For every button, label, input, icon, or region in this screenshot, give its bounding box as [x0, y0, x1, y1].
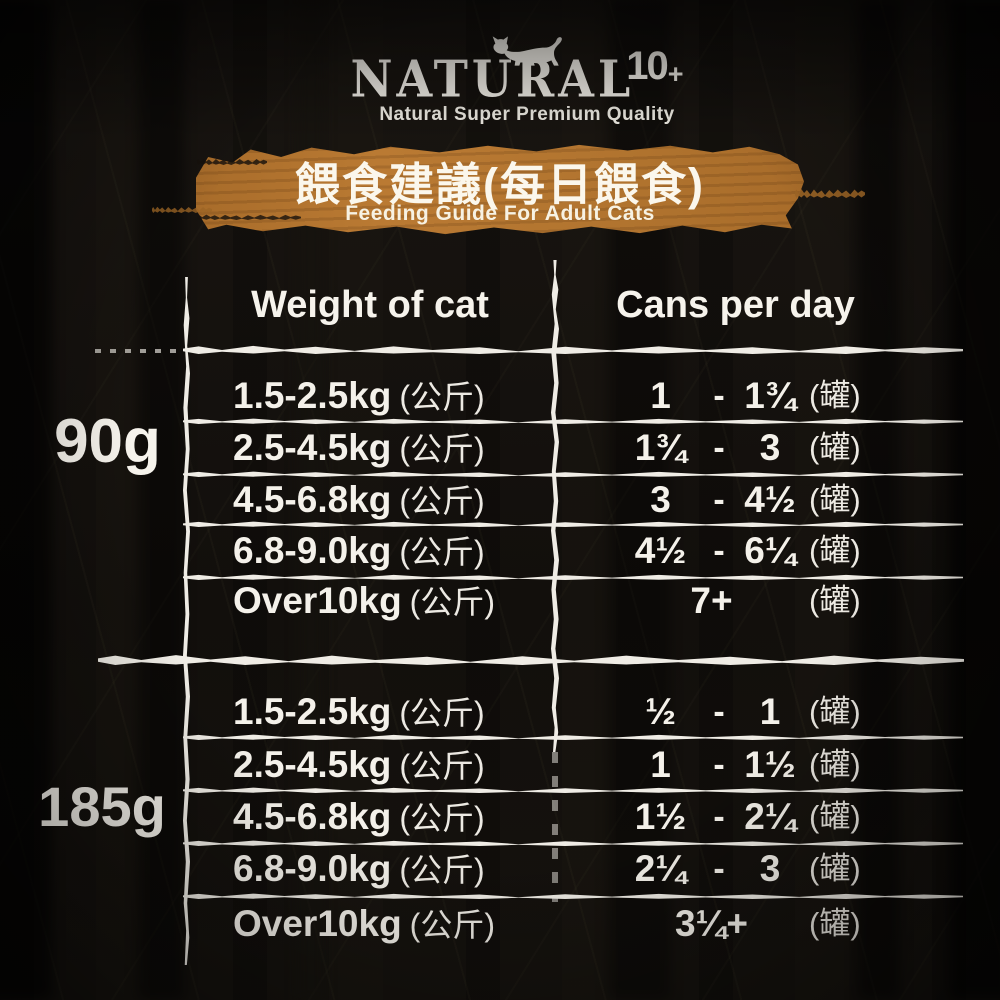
cans-cell: 3¼+ (罐): [674, 903, 861, 944]
table-grid-line-dots: [95, 349, 183, 353]
cans-cell: 3-4½ (罐): [650, 479, 861, 520]
column-header-weight: Weight of cat: [251, 284, 489, 326]
table-row: 4.5-6.8kg (公斤) 3-4½ (罐): [0, 476, 1000, 524]
plus-icon: +: [667, 59, 684, 89]
brand-number: 10: [626, 44, 668, 88]
brand-tagline: Natural Super Premium Quality: [379, 104, 675, 125]
weight-cell: 4.5-6.8kg (公斤): [233, 479, 485, 520]
cans-cell: 1¾ -3 (罐): [634, 427, 861, 468]
weight-cell: 1.5-2.5kg (公斤): [233, 375, 485, 416]
feeding-guide-banner: 餵食建議(每日餵食) Feeding Guide For Adult Cats: [196, 144, 804, 235]
table-row: 1.5-2.5kg (公斤) ½ -1 (罐): [0, 688, 1000, 736]
table-row: 4.5-6.8kg (公斤) 1½ -2¼ (罐): [0, 793, 1000, 841]
cans-cell: 1-1¾ (罐): [650, 375, 861, 416]
column-header-cans: Cans per day: [616, 284, 855, 326]
brand-name: NATURAL: [350, 49, 635, 109]
table-row: 2.5-4.5kg (公斤) 1-1½ (罐): [0, 741, 1000, 789]
table-row: Over10kg (公斤) 3¼+ (罐): [0, 900, 1000, 948]
weight-cell: 2.5-4.5kg (公斤): [233, 744, 485, 785]
weight-cell: 2.5-4.5kg (公斤): [233, 427, 485, 468]
weight-cell: 6.8-9.0kg (公斤): [233, 530, 485, 571]
table-row: 6.8-9.0kg (公斤) 2¼ -3 (罐): [0, 845, 1000, 893]
table-row: Over10kg (公斤) 7+ (罐): [0, 577, 1000, 625]
table-row: 1.5-2.5kg (公斤) 1-1¾ (罐): [0, 372, 1000, 420]
banner-subtitle-english: Feeding Guide For Adult Cats: [345, 202, 655, 225]
weight-cell: Over10kg (公斤): [233, 903, 495, 944]
weight-cell: 6.8-9.0kg (公斤): [233, 848, 485, 889]
cans-cell: 2¼ -3 (罐): [634, 848, 861, 889]
weight-cell: 4.5-6.8kg (公斤): [233, 796, 485, 837]
cans-cell: 1-1½ (罐): [650, 744, 861, 785]
brand-logo: NATURAL10+: [0, 44, 1000, 109]
cans-cell: ½ -1 (罐): [645, 691, 861, 732]
cans-cell: 1½ -2¼ (罐): [634, 796, 861, 837]
table-row: 2.5-4.5kg (公斤) 1¾ -3 (罐): [0, 424, 1000, 472]
table-row: 6.8-9.0kg (公斤) 4½ -6¼ (罐): [0, 527, 1000, 575]
cans-cell: 7+ (罐): [690, 580, 861, 621]
cans-cell: 4½ -6¼ (罐): [634, 530, 861, 571]
weight-cell: Over10kg (公斤): [233, 580, 495, 621]
weight-cell: 1.5-2.5kg (公斤): [233, 691, 485, 732]
